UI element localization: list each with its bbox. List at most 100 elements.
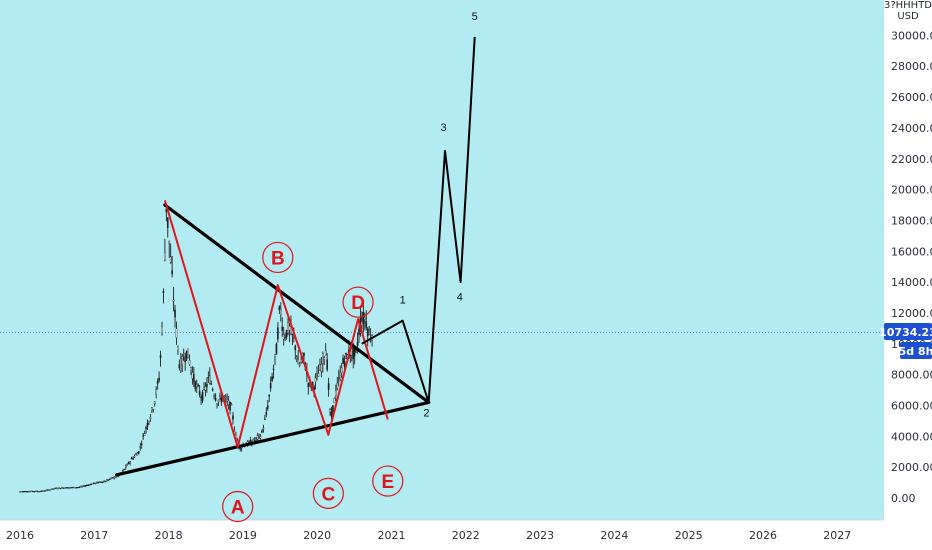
candle-body (87, 484, 89, 486)
candle-body (156, 381, 159, 384)
candle-body (269, 382, 272, 389)
candle-body (172, 299, 175, 302)
candle-body (261, 430, 263, 433)
y-tick-label: 0.00 (891, 492, 916, 505)
candle-body (98, 481, 101, 483)
candle-body (46, 489, 49, 491)
y-tick-label: 28000.00 (891, 60, 932, 73)
candle-body (75, 487, 78, 489)
candle-body (368, 332, 370, 335)
candle-body (135, 453, 137, 456)
label-circle-d (342, 286, 374, 318)
candle-body (252, 438, 255, 442)
candle-body (326, 359, 328, 370)
candle-body (88, 484, 91, 486)
candle-body (343, 361, 346, 367)
candle-body (174, 309, 176, 318)
candle-body (259, 436, 262, 439)
candle-body (339, 371, 341, 380)
candle-body (101, 481, 104, 483)
label-a: A (231, 497, 245, 518)
candle-body (20, 491, 23, 493)
candle-body (190, 367, 192, 371)
price-axis-background[interactable] (884, 0, 932, 550)
axis-unit-top: 3?HHHTD (884, 0, 932, 11)
candle-body (168, 240, 171, 244)
candle-body (185, 350, 188, 360)
candle-body (226, 399, 228, 402)
x-tick-label: 2018 (155, 529, 183, 542)
candle-body (362, 312, 365, 324)
candle-body (23, 491, 26, 493)
candle-body (320, 364, 323, 372)
candle-body (356, 341, 359, 346)
candle-body (133, 456, 136, 458)
time-axis-background[interactable] (0, 520, 884, 550)
candle-body (220, 397, 223, 403)
candle-body (216, 403, 218, 405)
candle-body (136, 453, 139, 456)
candle-body (61, 487, 63, 489)
candle-body (123, 468, 126, 471)
candle-body (129, 461, 131, 463)
candle-body (295, 356, 298, 359)
axis-unit-label: USD (897, 11, 919, 22)
y-tick-label: 30000.00 (891, 29, 932, 42)
current-price-label: 10734.23 (879, 326, 932, 339)
candle-body (300, 359, 302, 363)
candle-body (94, 482, 97, 484)
candle-body (48, 489, 50, 491)
wave-label-2: 2 (423, 407, 429, 419)
candle-body (255, 437, 257, 439)
candle-body (193, 374, 195, 382)
candle-body (198, 390, 201, 395)
candle-body (77, 487, 79, 489)
candle-body (361, 321, 363, 326)
candle-body (345, 352, 347, 355)
candle-body (148, 421, 150, 424)
abcde-pattern (163, 200, 389, 449)
y-tick-label: 6000.00 (891, 399, 932, 412)
candle-body (166, 217, 169, 228)
candle-body (214, 398, 217, 401)
candle-body (126, 464, 129, 466)
label-circle-b (262, 241, 294, 274)
candle-body (327, 383, 330, 390)
y-tick-label: 22000.00 (891, 153, 932, 166)
candle-body (210, 383, 213, 385)
candle-body (187, 348, 189, 359)
candle-body (258, 434, 260, 437)
x-tick-label: 2027 (823, 529, 851, 542)
candle-body (268, 394, 271, 397)
candle-body (26, 491, 29, 493)
y-tick-label: 2000.00 (891, 461, 932, 474)
candle-body (62, 487, 65, 489)
candle-body (39, 490, 42, 493)
candle-body (271, 376, 273, 381)
x-tick-label: 2022 (452, 529, 480, 542)
candle-body (329, 409, 331, 413)
candle-body (314, 377, 317, 382)
x-tick-label: 2023 (526, 529, 554, 542)
candle-body (35, 490, 37, 492)
candle-body (272, 368, 275, 371)
candle-body (337, 377, 340, 379)
candle-body (182, 356, 185, 361)
candle-body (67, 487, 69, 489)
candle-body (365, 321, 368, 328)
candle-body (143, 433, 146, 436)
candle-body (138, 451, 140, 454)
candle-body (169, 256, 172, 263)
candle-body (27, 491, 30, 493)
candle-body (230, 404, 233, 406)
candle-body (103, 481, 105, 483)
candle-body (36, 490, 39, 493)
y-tick-label: 8000.00 (891, 369, 932, 382)
y-tick-label: 14000.00 (891, 276, 932, 289)
candle-body (319, 364, 321, 371)
candle-body (195, 384, 198, 387)
candle-body (253, 440, 256, 442)
candle-body (43, 490, 46, 492)
candle-body (232, 415, 234, 420)
